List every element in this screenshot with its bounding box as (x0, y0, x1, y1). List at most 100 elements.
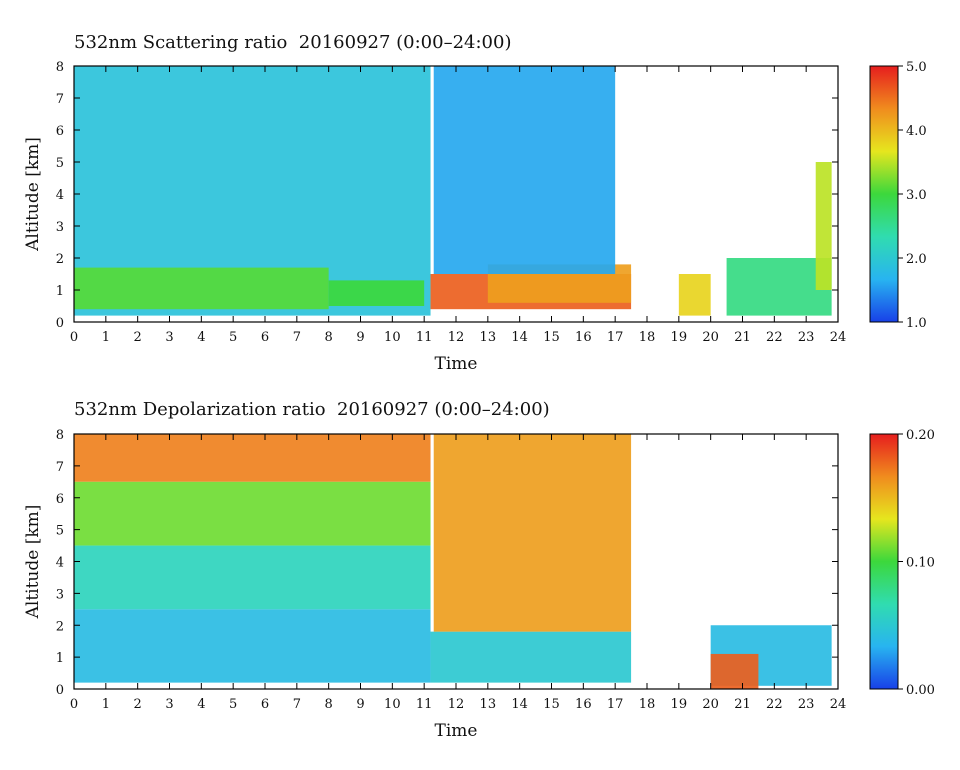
x-tick-label: 13 (480, 330, 497, 345)
x-tick-label: 23 (798, 697, 815, 712)
colorbar-tick-label: 5.0 (906, 60, 927, 75)
x-tick-label: 12 (448, 330, 465, 345)
x-tick-label: 20 (702, 697, 719, 712)
x-tick-label: 23 (798, 330, 815, 345)
y-tick-label: 7 (56, 92, 64, 107)
x-tick-label: 14 (511, 330, 528, 345)
x-tick-label: 6 (261, 697, 269, 712)
data-region-1 (74, 434, 431, 482)
chart-title-scattering: 532nm Scattering ratio 20160927 (0:00–24… (74, 32, 512, 53)
x-tick-label: 1 (102, 697, 110, 712)
x-tick-label: 6 (261, 330, 269, 345)
y-tick-label: 0 (56, 683, 64, 698)
x-tick-label: 5 (229, 330, 237, 345)
x-tick-label: 17 (607, 697, 624, 712)
x-tick-label: 10 (384, 697, 401, 712)
x-tick-label: 11 (416, 330, 433, 345)
x-tick-label: 11 (416, 697, 433, 712)
data-region-7 (726, 258, 832, 316)
colorbar-tick-label: 2.0 (906, 252, 927, 267)
x-tick-label: 19 (671, 697, 688, 712)
data-region-3 (328, 280, 425, 306)
colorbar-tick-label: 0.00 (906, 683, 935, 698)
y-tick-label: 2 (56, 619, 64, 634)
x-tick-label: 3 (165, 330, 173, 345)
x-tick-label: 8 (325, 697, 333, 712)
x-tick-label: 14 (511, 697, 528, 712)
y-tick-label: 4 (56, 556, 64, 571)
x-tick-label: 22 (766, 330, 783, 345)
colorbar-tick-label: 1.0 (906, 316, 927, 331)
x-tick-label: 7 (293, 697, 301, 712)
x-tick-label: 16 (575, 697, 592, 712)
x-tick-label: 5 (229, 697, 237, 712)
x-tick-label: 10 (384, 330, 401, 345)
data-region-3 (74, 545, 431, 610)
colorbar-tick-label: 4.0 (906, 124, 927, 139)
x-tick-label: 24 (830, 330, 847, 345)
colorbar (869, 433, 899, 690)
y-tick-label: 7 (56, 460, 64, 475)
x-tick-label: 0 (70, 697, 78, 712)
y-tick-label: 8 (56, 60, 64, 75)
x-tick-label: 17 (607, 330, 624, 345)
y-tick-label: 2 (56, 252, 64, 267)
x-tick-label: 15 (543, 330, 560, 345)
data-region-6 (433, 434, 632, 632)
y-tick-label: 3 (56, 587, 64, 602)
y-tick-label: 4 (56, 188, 64, 203)
data-region-4 (74, 609, 431, 683)
x-tick-label: 15 (543, 697, 560, 712)
x-tick-label: 3 (165, 697, 173, 712)
x-tick-label: 4 (197, 697, 205, 712)
x-tick-label: 20 (702, 330, 719, 345)
data-region-9 (433, 66, 616, 274)
x-tick-label: 9 (356, 697, 364, 712)
x-tick-label: 0 (70, 330, 78, 345)
x-tick-label: 19 (671, 330, 688, 345)
y-tick-label: 6 (56, 124, 64, 139)
x-tick-label: 24 (830, 697, 847, 712)
x-tick-label: 16 (575, 330, 592, 345)
data-region-8 (710, 653, 759, 689)
x-tick-label: 9 (356, 330, 364, 345)
colorbar-tick-label: 0.20 (906, 428, 935, 443)
x-axis-label: Time (435, 721, 478, 741)
data-region-5 (430, 631, 632, 683)
x-tick-label: 22 (766, 697, 783, 712)
x-tick-label: 21 (734, 697, 751, 712)
colorbar-tick-label: 0.10 (906, 556, 935, 571)
y-tick-label: 5 (56, 156, 64, 171)
x-tick-label: 8 (325, 330, 333, 345)
data-region-8 (815, 162, 832, 290)
y-tick-label: 1 (56, 651, 64, 666)
y-tick-label: 8 (56, 428, 64, 443)
x-axis-label: Time (435, 354, 478, 374)
data-region-2 (74, 481, 431, 546)
y-tick-label: 1 (56, 284, 64, 299)
colorbar (869, 65, 899, 323)
data-region-2 (74, 267, 329, 310)
x-tick-label: 4 (197, 330, 205, 345)
x-tick-label: 18 (639, 330, 656, 345)
x-tick-label: 18 (639, 697, 656, 712)
x-tick-label: 13 (480, 697, 497, 712)
y-tick-label: 5 (56, 524, 64, 539)
x-tick-label: 21 (734, 330, 751, 345)
data-region-6 (678, 274, 711, 316)
y-tick-label: 6 (56, 492, 64, 507)
x-tick-label: 2 (134, 330, 142, 345)
y-axis-label: Altitude [km] (23, 137, 43, 252)
chart-title-depolarization: 532nm Depolarization ratio 20160927 (0:0… (74, 399, 550, 420)
y-tick-label: 3 (56, 220, 64, 235)
x-tick-label: 2 (134, 697, 142, 712)
y-tick-label: 0 (56, 316, 64, 331)
chart-panel-1: 0 1 2 3 4 5 6 7 8 9 10 11 12 13 14 15 16 17 18 19 20 21 22 23 24… (23, 60, 927, 374)
colorbar-tick-label: 3.0 (906, 188, 927, 203)
x-tick-label: 1 (102, 330, 110, 345)
x-tick-label: 12 (448, 697, 465, 712)
chart-panel-2: 0 1 2 3 4 5 6 7 8 9 10 11 12 13 14 15 16 17 18 19 20 21 22 23 24… (23, 428, 935, 741)
y-axis-label: Altitude [km] (23, 505, 43, 620)
x-tick-label: 7 (293, 330, 301, 345)
